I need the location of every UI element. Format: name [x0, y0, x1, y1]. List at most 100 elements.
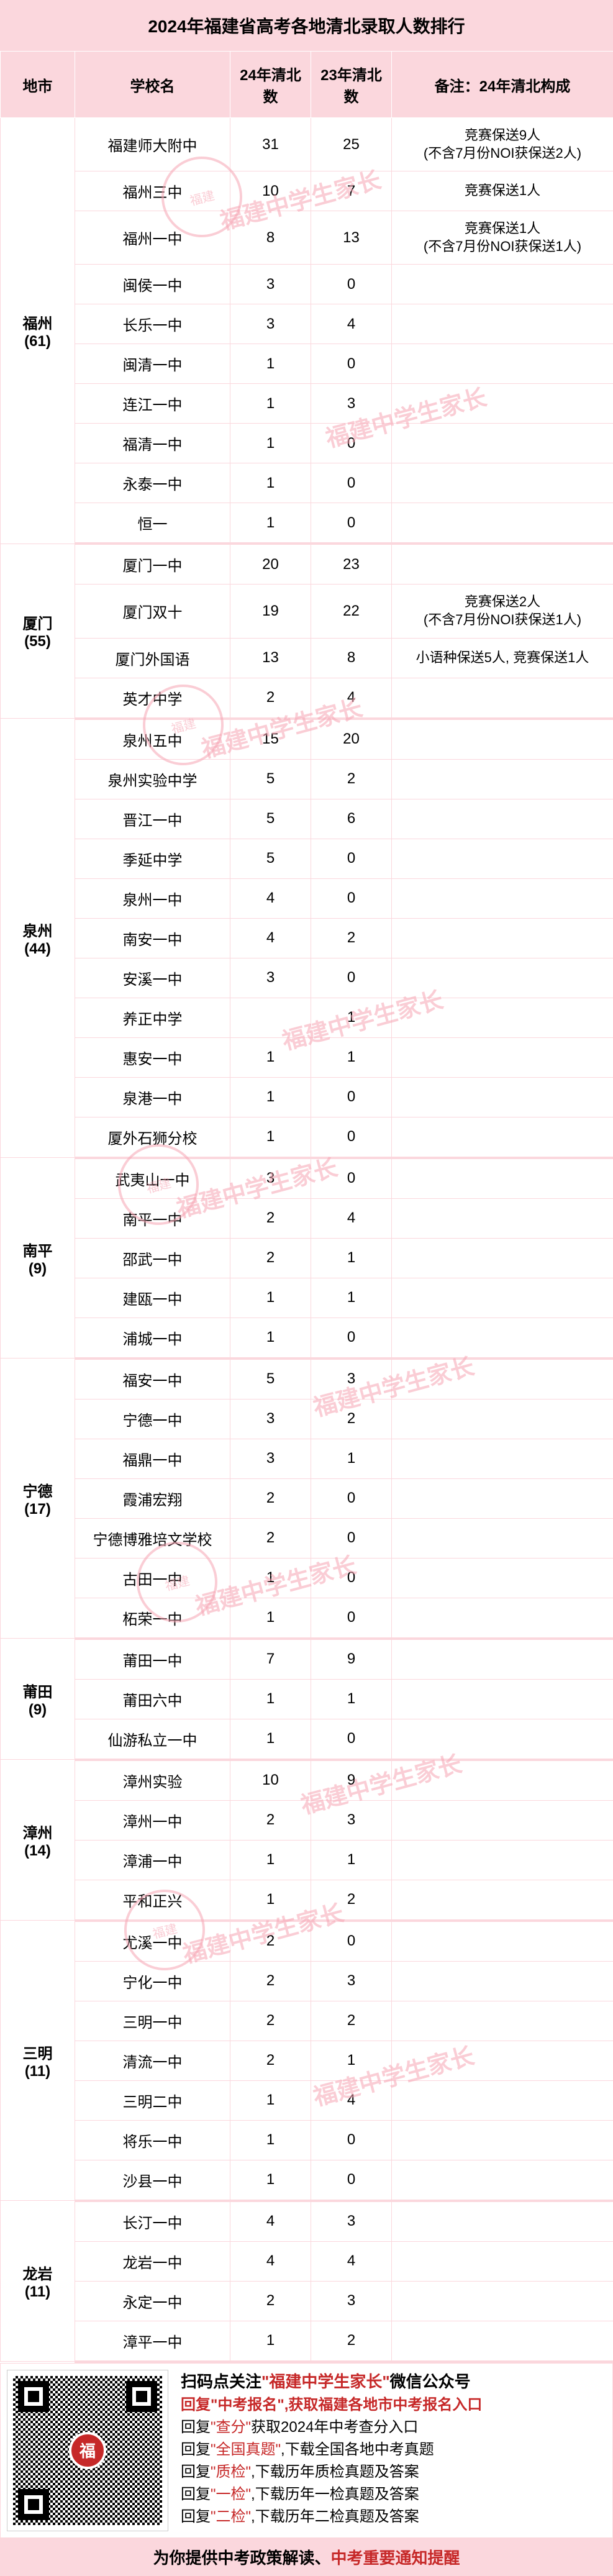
cell-y24: 3	[230, 265, 311, 304]
cell-note	[392, 878, 613, 918]
cell-y23: 3	[311, 1359, 392, 1400]
cell-y24: 1	[230, 2321, 311, 2362]
city-cell: 南平(9)	[1, 1158, 75, 1359]
cell-y24: 4	[230, 878, 311, 918]
cell-note	[392, 265, 613, 304]
cell-school: 长乐一中	[75, 304, 230, 344]
cell-school: 尤溪一中	[75, 1921, 230, 1962]
table-wrap: 地市 学校名 24年清北数 23年清北数 备注：24年清北构成 福州(61)福建…	[0, 51, 613, 2363]
cell-school: 南平一中	[75, 1198, 230, 1238]
cell-school: 厦门双十	[75, 585, 230, 638]
cell-y23: 0	[311, 1478, 392, 1518]
cell-school: 永泰一中	[75, 463, 230, 503]
table-row: 宁德一中32	[1, 1399, 613, 1439]
table-row: 英才中学24	[1, 678, 613, 719]
cell-y23: 9	[311, 1639, 392, 1680]
cell-y23: 3	[311, 384, 392, 424]
cell-school: 平和正兴	[75, 1880, 230, 1921]
table-row: 漳浦一中11	[1, 1840, 613, 1880]
table-row: 宁德(17)福安一中53	[1, 1359, 613, 1400]
cell-note	[392, 1800, 613, 1840]
cell-school: 龙岩一中	[75, 2241, 230, 2281]
cell-note	[392, 1117, 613, 1158]
cell-y23: 9	[311, 1760, 392, 1801]
table-row: 浦城一中10	[1, 1318, 613, 1359]
table-row: 养正中学 1	[1, 998, 613, 1037]
cell-school: 连江一中	[75, 384, 230, 424]
cell-y23: 0	[311, 878, 392, 918]
cell-school: 长汀一中	[75, 2201, 230, 2242]
cell-y24: 19	[230, 585, 311, 638]
cell-y23: 1	[311, 998, 392, 1037]
cell-y23: 8	[311, 638, 392, 678]
cell-y24: 1	[230, 1679, 311, 1719]
cell-y24: 1	[230, 2080, 311, 2120]
cell-note	[392, 958, 613, 998]
cell-y23: 1	[311, 1439, 392, 1478]
cell-y24: 15	[230, 719, 311, 760]
table-row: 永定一中23	[1, 2281, 613, 2321]
cell-y23: 0	[311, 1921, 392, 1962]
cell-note	[392, 1679, 613, 1719]
cell-note	[392, 1880, 613, 1921]
cell-school: 英才中学	[75, 678, 230, 719]
cell-school: 晋江一中	[75, 799, 230, 839]
table-row: 泉州实验中学52	[1, 759, 613, 799]
table-row: 福清一中10	[1, 424, 613, 463]
cell-y23: 1	[311, 1278, 392, 1318]
cell-school: 惠安一中	[75, 1037, 230, 1077]
table-row: 闽清一中10	[1, 344, 613, 384]
cell-y24: 1	[230, 1719, 311, 1760]
table-row: 漳州(14)漳州实验109	[1, 1760, 613, 1801]
cell-y24: 3	[230, 958, 311, 998]
cell-school: 建瓯一中	[75, 1278, 230, 1318]
cell-y24: 1	[230, 2120, 311, 2160]
cell-note	[392, 1598, 613, 1639]
cell-y23: 4	[311, 678, 392, 719]
cell-y23: 3	[311, 2281, 392, 2321]
cell-y23: 0	[311, 1077, 392, 1117]
cell-note	[392, 463, 613, 503]
cell-note	[392, 678, 613, 719]
cell-y24: 2	[230, 1518, 311, 1558]
cell-y24: 1	[230, 344, 311, 384]
cell-school: 莆田一中	[75, 1639, 230, 1680]
cell-y24: 2	[230, 1921, 311, 1962]
cell-school: 福建师大附中	[75, 118, 230, 171]
cell-note	[392, 1961, 613, 2001]
cell-y24: 1	[230, 503, 311, 544]
cell-y24: 10	[230, 1760, 311, 1801]
cell-y23: 2	[311, 1880, 392, 1921]
cell-y24: 5	[230, 799, 311, 839]
cell-y24: 5	[230, 1359, 311, 1400]
table-row: 龙岩一中44	[1, 2241, 613, 2281]
cell-y24: 1	[230, 384, 311, 424]
cell-school: 仙游私立一中	[75, 1719, 230, 1760]
cell-y24: 7	[230, 1639, 311, 1680]
qr-logo: 福	[69, 2432, 106, 2469]
table-row: 惠安一中11	[1, 1037, 613, 1077]
cell-y23: 4	[311, 1198, 392, 1238]
cell-note	[392, 2041, 613, 2080]
table-row: 柘荣一中10	[1, 1598, 613, 1639]
cell-note	[392, 2080, 613, 2120]
cell-y24: 3	[230, 1158, 311, 1199]
cell-note	[392, 1518, 613, 1558]
cell-note: 小语种保送5人, 竞赛保送1人	[392, 638, 613, 678]
cell-school: 厦门一中	[75, 544, 230, 585]
cell-school: 福清一中	[75, 424, 230, 463]
cell-school: 厦外石狮分校	[75, 1117, 230, 1158]
cell-school: 养正中学	[75, 998, 230, 1037]
cell-school: 厦门外国语	[75, 638, 230, 678]
page-title: 2024年福建省高考各地清北录取人数排行	[0, 0, 613, 51]
cell-note	[392, 2001, 613, 2041]
cell-y23: 0	[311, 1158, 392, 1199]
table-row: 厦外石狮分校10	[1, 1117, 613, 1158]
table-row: 恒一10	[1, 503, 613, 544]
table-row: 宁化一中23	[1, 1961, 613, 2001]
table-row: 厦门(55)厦门一中2023	[1, 544, 613, 585]
cell-school: 泉州一中	[75, 878, 230, 918]
cell-y24: 1	[230, 1880, 311, 1921]
cell-y24: 1	[230, 1558, 311, 1598]
cell-school: 三明二中	[75, 2080, 230, 2120]
